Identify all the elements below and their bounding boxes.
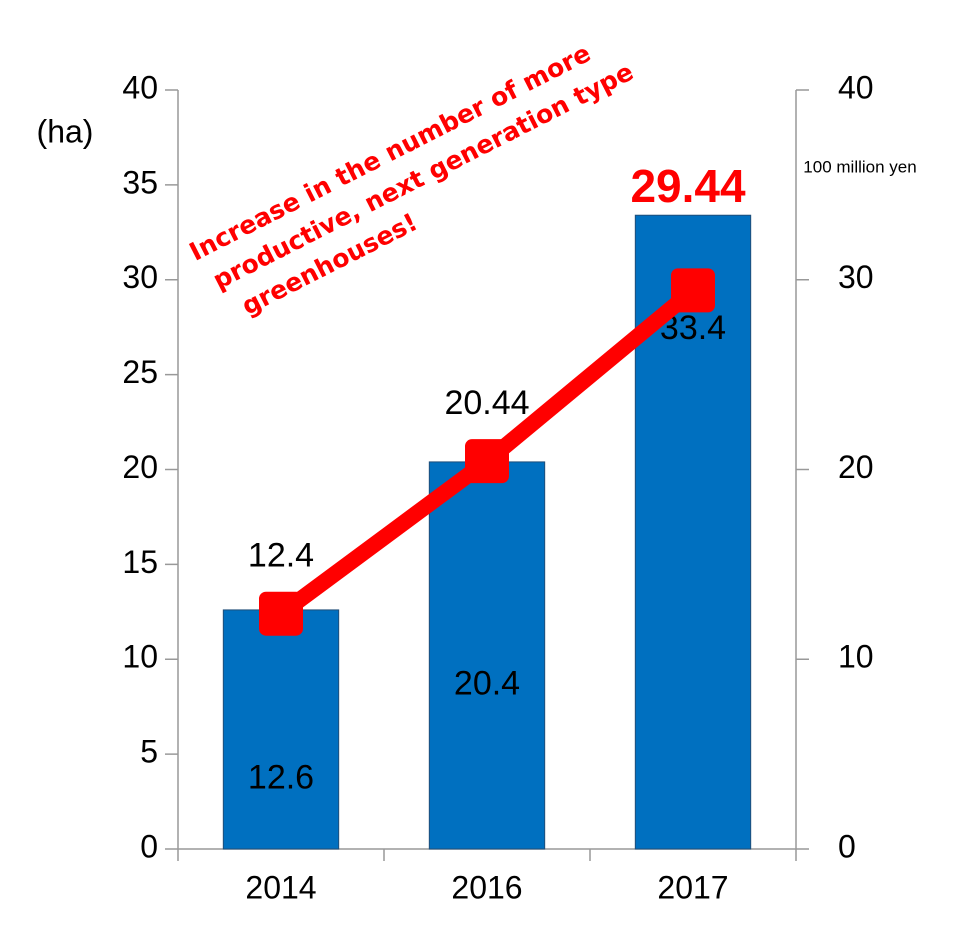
bar-value-label: 20.4 — [454, 664, 520, 702]
line-value-label: 20.44 — [444, 384, 529, 422]
annotation-line: productive, next generation type — [208, 57, 638, 295]
bar-value-label: 12.6 — [248, 758, 314, 796]
x-tick-label: 2017 — [657, 869, 728, 905]
bar — [222, 609, 340, 850]
y-tick-label: 0 — [140, 828, 158, 864]
y2-tick-label: 40 — [838, 69, 874, 105]
y2-axis-label: 100 million yen — [803, 157, 916, 176]
y-tick-label: 30 — [122, 259, 158, 295]
line-value-label: 12.4 — [248, 537, 314, 575]
y-tick-label: 5 — [140, 734, 158, 770]
y-tick-label: 25 — [122, 354, 158, 390]
y-tick-label: 40 — [122, 69, 158, 105]
line-marker — [671, 268, 715, 313]
bar — [428, 461, 546, 850]
line-marker — [259, 591, 303, 636]
y2-tick-label: 30 — [838, 259, 874, 295]
line-marker — [465, 439, 509, 484]
plot: 0 5 10 15 20 25 30 35 40 0 10 20 30 40 2014 2016 2017 12.… — [122, 69, 873, 905]
y2-tick-label: 10 — [838, 639, 874, 675]
x-tick-label: 2014 — [245, 869, 316, 905]
annotation: Increase in the number of more productiv… — [185, 38, 638, 320]
y-tick-label: 20 — [122, 449, 158, 485]
y-tick-label: 35 — [122, 164, 158, 200]
y-axis-label: (ha) — [37, 113, 94, 149]
y-tick-label: 15 — [122, 544, 158, 580]
x-tick-label: 2016 — [451, 869, 522, 905]
y2-tick-label: 20 — [838, 449, 874, 485]
line-value-label: 29.44 — [630, 160, 746, 212]
y-tick-label: 10 — [122, 639, 158, 675]
y2-tick-label: 0 — [838, 828, 856, 864]
